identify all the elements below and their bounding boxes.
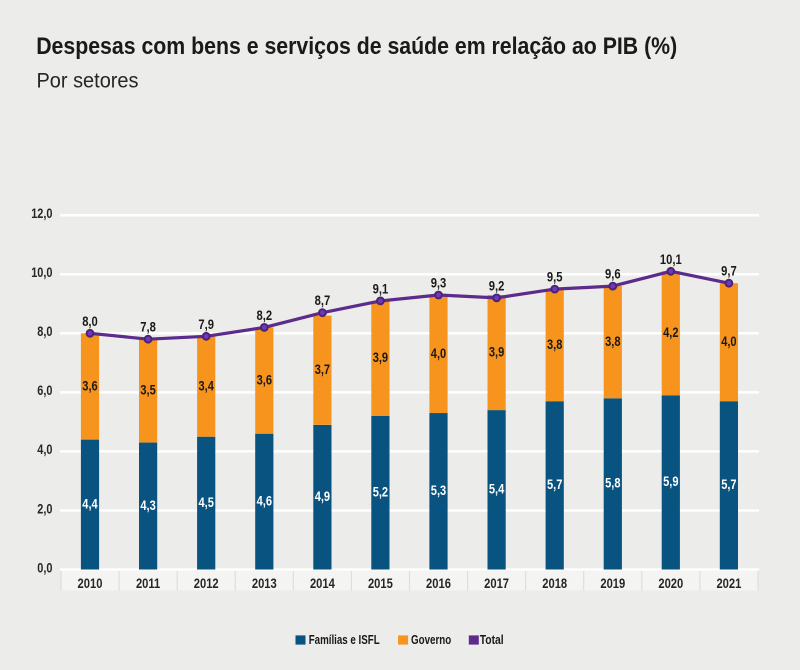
svg-text:2020: 2020 <box>658 575 683 591</box>
svg-text:4,9: 4,9 <box>315 488 331 504</box>
svg-text:3,5: 3,5 <box>140 382 156 398</box>
svg-text:3,7: 3,7 <box>315 361 331 377</box>
svg-text:4,5: 4,5 <box>199 494 215 510</box>
svg-text:2015: 2015 <box>368 575 393 591</box>
svg-text:3,8: 3,8 <box>547 336 563 352</box>
svg-text:10,0: 10,0 <box>31 264 52 280</box>
svg-text:5,7: 5,7 <box>721 476 737 492</box>
svg-text:2017: 2017 <box>484 575 509 591</box>
svg-text:2018: 2018 <box>542 575 567 591</box>
svg-text:9,7: 9,7 <box>721 263 737 279</box>
svg-text:2016: 2016 <box>426 575 451 591</box>
svg-text:9,5: 9,5 <box>547 269 563 285</box>
svg-text:2010: 2010 <box>78 575 103 591</box>
svg-text:5,8: 5,8 <box>605 475 621 491</box>
svg-text:5,4: 5,4 <box>489 481 505 497</box>
svg-text:12,0: 12,0 <box>31 205 52 221</box>
svg-text:5,2: 5,2 <box>373 484 389 500</box>
svg-text:7,9: 7,9 <box>198 316 214 332</box>
svg-text:2012: 2012 <box>194 575 219 591</box>
svg-text:3,6: 3,6 <box>82 377 98 393</box>
svg-text:8,0: 8,0 <box>37 323 52 339</box>
svg-text:3,9: 3,9 <box>489 343 505 359</box>
svg-text:4,6: 4,6 <box>257 492 273 508</box>
svg-text:2011: 2011 <box>136 575 160 591</box>
svg-text:5,9: 5,9 <box>663 473 679 489</box>
svg-text:9,3: 9,3 <box>431 275 447 291</box>
svg-text:2019: 2019 <box>600 575 625 591</box>
svg-text:Despesas com bens e serviços d: Despesas com bens e serviços de saúde em… <box>36 33 677 60</box>
svg-text:2021: 2021 <box>716 575 741 591</box>
svg-text:8,0: 8,0 <box>82 313 98 329</box>
svg-text:Famílias e ISFL: Famílias e ISFL <box>309 632 380 647</box>
svg-text:Total: Total <box>480 632 504 647</box>
svg-text:4,0: 4,0 <box>721 333 737 349</box>
svg-text:5,3: 5,3 <box>431 482 447 498</box>
svg-text:9,1: 9,1 <box>373 280 389 296</box>
svg-text:3,6: 3,6 <box>257 371 273 387</box>
svg-text:Governo: Governo <box>411 632 451 647</box>
svg-text:10,1: 10,1 <box>660 251 682 267</box>
svg-text:4,3: 4,3 <box>140 497 156 513</box>
svg-text:2,0: 2,0 <box>37 500 52 516</box>
svg-text:3,4: 3,4 <box>199 377 215 393</box>
svg-text:8,2: 8,2 <box>257 307 273 323</box>
svg-text:7,8: 7,8 <box>140 319 156 335</box>
svg-text:4,0: 4,0 <box>37 441 52 457</box>
svg-text:4,2: 4,2 <box>663 324 679 340</box>
svg-text:4,4: 4,4 <box>82 495 98 511</box>
svg-text:5,7: 5,7 <box>547 476 563 492</box>
svg-text:3,9: 3,9 <box>373 349 389 365</box>
svg-text:9,6: 9,6 <box>605 266 621 282</box>
svg-text:3,8: 3,8 <box>605 333 621 349</box>
svg-text:8,7: 8,7 <box>315 292 331 308</box>
svg-text:2014: 2014 <box>310 575 335 591</box>
svg-text:0,0: 0,0 <box>37 559 52 575</box>
svg-text:2013: 2013 <box>252 575 277 591</box>
svg-text:9,2: 9,2 <box>489 277 505 293</box>
svg-text:Por setores: Por setores <box>37 69 139 93</box>
svg-text:4,0: 4,0 <box>431 345 447 361</box>
svg-text:6,0: 6,0 <box>37 382 52 398</box>
